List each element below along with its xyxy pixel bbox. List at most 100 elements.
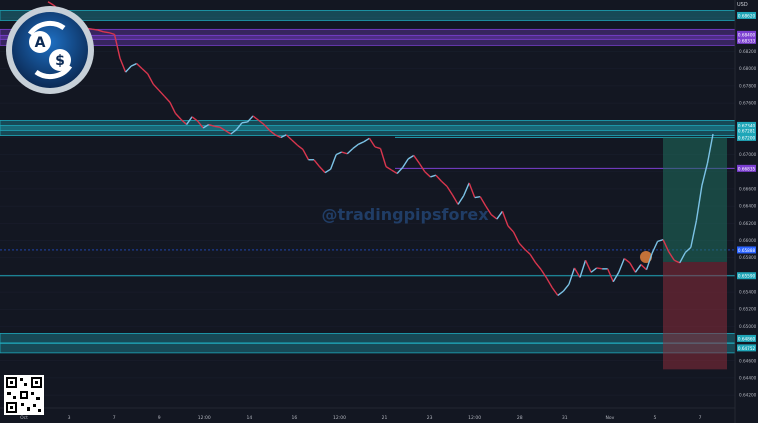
price-segment bbox=[241, 121, 248, 124]
price-segment bbox=[501, 211, 509, 227]
price-segment bbox=[125, 65, 132, 73]
price-badge bbox=[737, 121, 756, 129]
y-tick-label: 0.66000 bbox=[739, 238, 757, 243]
price-segment bbox=[119, 58, 127, 73]
price-segment bbox=[485, 205, 492, 216]
price-segment bbox=[335, 151, 343, 156]
price-segment bbox=[535, 262, 542, 271]
y-tick-label: 0.65000 bbox=[739, 324, 757, 329]
price-segment bbox=[579, 260, 587, 278]
price-badge-label: 0.68400 bbox=[738, 32, 756, 37]
price-badge-label: 0.67281 bbox=[738, 129, 756, 134]
price-segment bbox=[92, 28, 98, 31]
price-segment bbox=[496, 210, 503, 220]
price-segment bbox=[651, 241, 659, 254]
price-segment bbox=[440, 180, 448, 187]
price-segment bbox=[584, 259, 592, 273]
price-badge-label: 0.65590 bbox=[738, 274, 756, 279]
price-segment bbox=[202, 123, 210, 129]
price-segment bbox=[263, 124, 271, 132]
price-badge bbox=[737, 127, 756, 135]
price-segment bbox=[97, 29, 104, 33]
price-segment bbox=[640, 264, 647, 271]
price-segment bbox=[141, 68, 149, 75]
x-tick-label: 12:00 bbox=[468, 415, 481, 421]
price-segment bbox=[385, 166, 392, 171]
x-tick-label: 16 bbox=[292, 415, 298, 421]
price-segment bbox=[47, 1, 54, 6]
price-badge bbox=[737, 344, 756, 352]
price-segment bbox=[214, 125, 220, 128]
price-segment bbox=[246, 115, 254, 123]
price-badge bbox=[737, 30, 756, 38]
price-badge bbox=[737, 36, 756, 44]
price-segment bbox=[507, 225, 515, 233]
price-axis bbox=[735, 0, 758, 423]
x-tick-label: Nov bbox=[605, 415, 614, 421]
price-badge-label: 0.67340 bbox=[738, 123, 756, 128]
x-tick-label: 5 bbox=[653, 415, 656, 421]
price-segment bbox=[596, 267, 603, 270]
price-segment bbox=[451, 194, 459, 205]
price-segment bbox=[208, 123, 215, 127]
qr-code bbox=[4, 375, 44, 415]
price-segment bbox=[158, 89, 165, 97]
level-zone bbox=[0, 342, 736, 354]
price-segment bbox=[446, 186, 454, 196]
price-badge bbox=[737, 133, 756, 141]
price-segment bbox=[546, 277, 553, 289]
price-segment bbox=[551, 287, 559, 296]
price-segment bbox=[413, 155, 420, 164]
price-badge-label: 0.68333 bbox=[738, 38, 756, 43]
price-segment bbox=[468, 182, 476, 198]
price-segment bbox=[224, 129, 232, 135]
y-tick-label: 0.66200 bbox=[739, 221, 757, 226]
price-segment bbox=[430, 174, 437, 178]
price-segment bbox=[612, 271, 620, 283]
price-segment bbox=[341, 151, 348, 155]
watermark-text: @tradingpipsforex bbox=[321, 205, 489, 224]
price-segment bbox=[701, 163, 709, 186]
y-tick-label: 0.66600 bbox=[739, 186, 757, 191]
x-tick-label: 23 bbox=[427, 415, 433, 421]
svg-text:$: $ bbox=[55, 53, 65, 69]
y-tick-label: 0.65400 bbox=[739, 290, 757, 295]
price-segment bbox=[103, 31, 110, 34]
price-segment bbox=[379, 148, 387, 167]
price-segment bbox=[662, 239, 670, 252]
y-tick-label: 0.66400 bbox=[739, 204, 757, 209]
price-segment bbox=[269, 130, 276, 136]
x-tick-label: 7 bbox=[699, 415, 702, 421]
price-segment bbox=[391, 169, 398, 175]
y-tick-label: 0.65800 bbox=[739, 255, 757, 260]
price-segment bbox=[474, 196, 481, 199]
price-segment bbox=[623, 257, 631, 264]
price-segment bbox=[329, 154, 337, 170]
price-segment bbox=[185, 116, 193, 125]
x-tick-label: Oct bbox=[20, 415, 28, 421]
price-segment bbox=[629, 262, 637, 273]
price-segment bbox=[706, 133, 714, 164]
price-segment bbox=[174, 112, 182, 120]
price-badge bbox=[737, 272, 756, 280]
price-segment bbox=[657, 238, 664, 243]
x-tick-label: 21 bbox=[382, 415, 388, 421]
y-tick-label: 0.64200 bbox=[739, 393, 757, 398]
price-segment bbox=[690, 220, 698, 248]
price-segment bbox=[562, 283, 570, 292]
price-segment bbox=[274, 134, 282, 139]
price-segment bbox=[191, 116, 199, 122]
level-zone bbox=[0, 10, 736, 21]
price-segment bbox=[524, 248, 531, 255]
price-segment bbox=[512, 231, 520, 244]
price-segment bbox=[291, 139, 298, 146]
price-segment bbox=[668, 251, 675, 261]
x-tick-label: 7 bbox=[113, 415, 116, 421]
price-segment bbox=[529, 253, 537, 264]
price-badge bbox=[737, 334, 756, 342]
price-segment bbox=[590, 267, 598, 273]
price-segment bbox=[673, 259, 681, 264]
price-badge-label: 0.68620 bbox=[738, 13, 756, 18]
